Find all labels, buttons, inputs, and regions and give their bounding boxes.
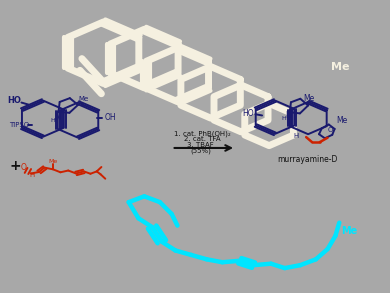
Text: OH: OH bbox=[105, 113, 116, 122]
Text: N: N bbox=[285, 111, 291, 120]
Text: (55%): (55%) bbox=[190, 148, 211, 154]
Text: O: O bbox=[20, 163, 27, 172]
Text: HO: HO bbox=[243, 109, 254, 118]
Text: TIPSO: TIPSO bbox=[9, 122, 29, 128]
Text: 2. cat. TFA: 2. cat. TFA bbox=[184, 136, 220, 142]
Text: Me: Me bbox=[336, 116, 347, 125]
Text: Me: Me bbox=[304, 94, 315, 103]
Text: Me: Me bbox=[78, 96, 88, 102]
Text: H: H bbox=[282, 116, 286, 121]
Text: Me: Me bbox=[331, 62, 349, 72]
Text: H: H bbox=[29, 172, 35, 178]
Text: O: O bbox=[328, 127, 333, 133]
Text: Me: Me bbox=[48, 159, 58, 164]
Text: 3. TBAF: 3. TBAF bbox=[188, 142, 214, 148]
Text: Me: Me bbox=[341, 226, 357, 236]
Text: 1. cat. PhB(OH)₂: 1. cat. PhB(OH)₂ bbox=[174, 130, 231, 137]
Text: HO: HO bbox=[7, 96, 21, 105]
Text: +: + bbox=[9, 159, 21, 173]
Text: H: H bbox=[293, 133, 298, 139]
Text: murrayamine-D: murrayamine-D bbox=[277, 155, 337, 164]
Text: N: N bbox=[55, 113, 61, 122]
Text: H: H bbox=[50, 118, 55, 123]
